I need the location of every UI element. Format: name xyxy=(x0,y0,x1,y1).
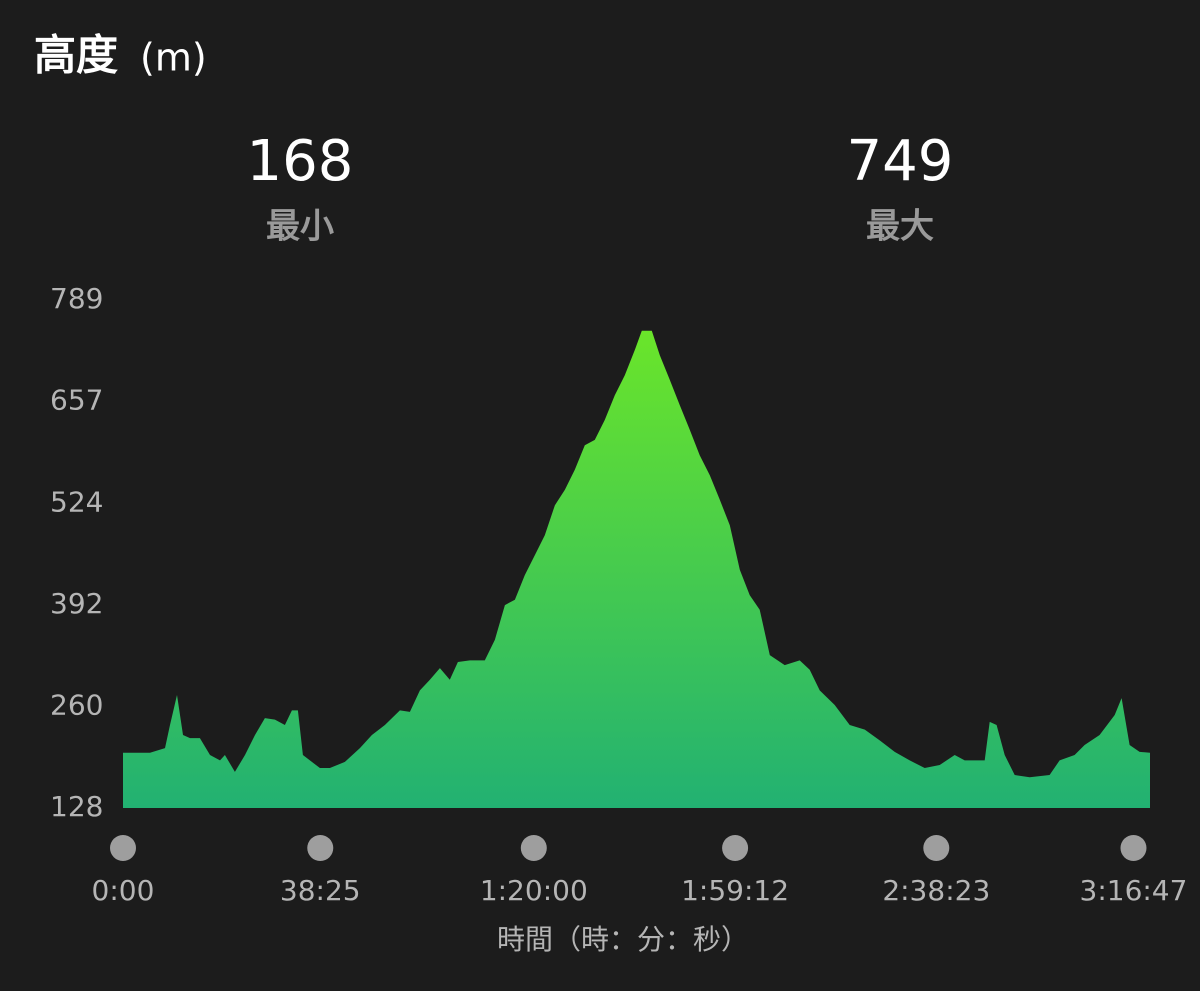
x-tick-dot xyxy=(110,835,136,861)
x-tick-dot xyxy=(307,835,334,861)
x-tick-label: 38:25 xyxy=(280,874,361,907)
y-tick-label: 392 xyxy=(50,587,103,620)
title-unit: (m) xyxy=(140,36,207,80)
title: 高度 xyxy=(34,31,118,80)
x-tick-label: 1:59:12 xyxy=(681,874,789,907)
x-tick-dot xyxy=(520,835,547,861)
x-tick-label: 3:16:47 xyxy=(1080,874,1188,907)
x-tick-dot xyxy=(923,835,950,861)
y-tick-label: 789 xyxy=(50,282,103,315)
y-tick-label: 260 xyxy=(50,689,103,722)
x-tick-dot xyxy=(722,835,749,861)
x-tick-dot xyxy=(1120,835,1147,861)
x-tick-label: 1:20:00 xyxy=(480,874,588,907)
x-tick-label: 2:38:23 xyxy=(882,874,990,907)
x-axis-label: 時間（時：分：秒） xyxy=(497,923,749,956)
stat-label: 最大 xyxy=(866,207,934,247)
stat-label: 最小 xyxy=(266,207,334,247)
stat-value: 168 xyxy=(247,129,354,194)
x-tick-label: 0:00 xyxy=(92,874,155,907)
y-tick-label: 524 xyxy=(50,486,103,519)
y-tick-label: 657 xyxy=(50,383,103,416)
stat-value: 749 xyxy=(847,129,954,194)
elevation-area xyxy=(123,330,1150,808)
y-tick-label: 128 xyxy=(50,790,103,823)
